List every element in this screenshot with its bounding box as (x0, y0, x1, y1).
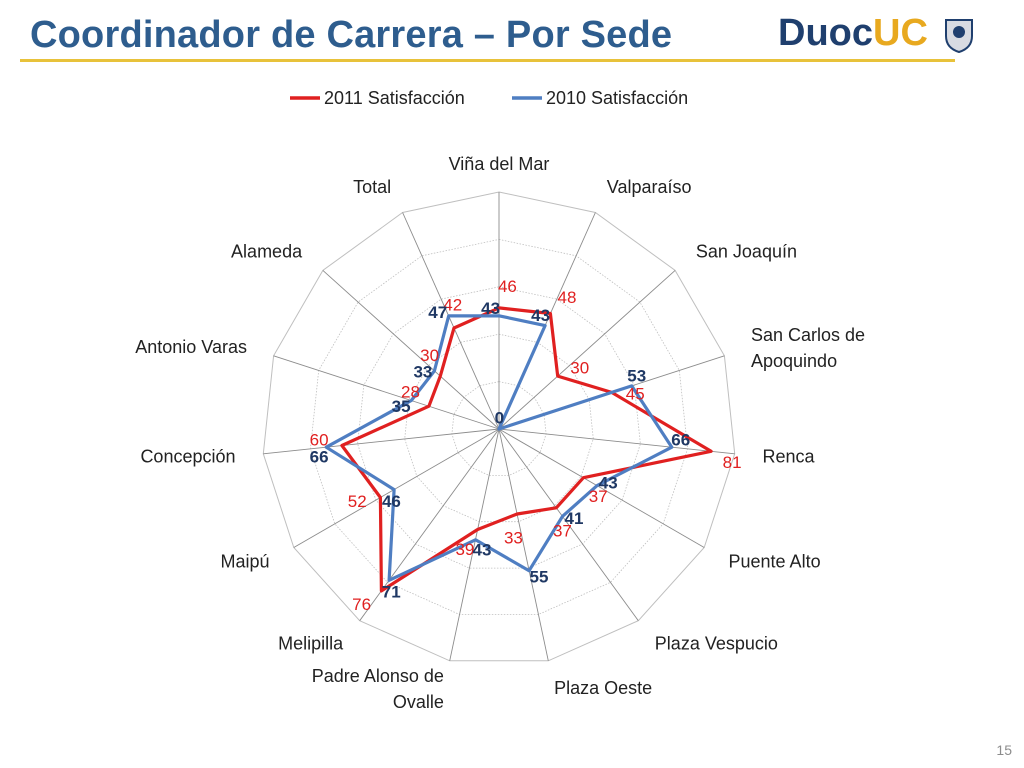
spoke-line (402, 212, 500, 430)
category-label: Melipilla (278, 633, 344, 653)
slide-title: Coordinador de Carrera – Por Sede (30, 14, 673, 56)
data-label-2011: 60 (310, 431, 329, 450)
data-label-2011: 76 (352, 595, 371, 614)
spoke-line (322, 270, 500, 430)
data-label-2011: 42 (443, 295, 462, 314)
category-label: Maipú (220, 552, 269, 572)
category-label: Padre Alonso de Ovalle (312, 666, 444, 712)
crest-icon (945, 19, 973, 54)
data-label-2011: 45 (626, 385, 645, 404)
category-label: Renca (763, 447, 816, 467)
category-label: Puente Alto (729, 552, 821, 572)
category-label: Valparaíso (607, 177, 692, 197)
grid-ring (262, 191, 736, 662)
data-label-2011: 30 (420, 346, 439, 365)
legend-label: 2010 Satisfacción (546, 88, 688, 108)
data-label-2010: 66 (671, 431, 690, 450)
spoke-line (498, 428, 549, 661)
data-label-2010: 53 (627, 366, 646, 385)
spoke-line (273, 355, 500, 430)
category-label: Total (353, 177, 391, 197)
spoke-line (498, 428, 639, 621)
data-label-2010: 0 (495, 408, 504, 427)
data-label-2010: 43 (531, 306, 550, 325)
spoke-line (293, 428, 500, 548)
data-label-2011: 28 (401, 382, 420, 401)
data-label-2011: 33 (504, 528, 523, 547)
category-label: San Carlos de Apoquindo (751, 325, 865, 371)
data-label-2010: 55 (530, 568, 549, 587)
category-label: Alameda (231, 242, 303, 262)
data-label-2010: 41 (565, 509, 584, 528)
data-label-2010: 47 (428, 303, 447, 322)
category-label: Antonio Varas (135, 337, 247, 357)
data-label-2010: 46 (382, 492, 401, 511)
data-label-2010: 66 (310, 447, 329, 466)
data-label-2011: 52 (348, 492, 367, 511)
legend-label: 2011 Satisfacción (324, 88, 465, 108)
logo-text-duoc: Duoc (778, 12, 873, 54)
grid-ring (451, 381, 547, 476)
spoke-line (498, 270, 676, 430)
category-label: Plaza Vespucio (655, 633, 778, 653)
title-underline (20, 59, 955, 62)
spoke-line (498, 428, 705, 548)
duocuc-logo: DuocUC (778, 12, 978, 62)
series-line-2010 (324, 314, 674, 582)
category-label: Concepción (140, 447, 235, 467)
grid-ring (357, 286, 641, 569)
data-label-2010: 43 (473, 540, 492, 559)
data-label-2010: 43 (599, 473, 618, 492)
spoke-line (263, 428, 500, 455)
data-label-2011: 37 (553, 522, 572, 541)
logo-text-uc: UC (873, 12, 928, 54)
data-label-2010: 71 (382, 583, 401, 602)
category-label: Plaza Oeste (554, 678, 652, 698)
grid-ring (404, 333, 594, 523)
data-label-2010: 33 (413, 363, 432, 382)
data-label-2010: 35 (392, 397, 411, 416)
spoke-line (498, 428, 735, 455)
data-label-2011: 37 (589, 487, 608, 506)
category-label: Viña del Mar (449, 154, 550, 174)
data-label-2010: 43 (481, 299, 500, 318)
data-label-2011: 48 (558, 288, 577, 307)
data-label-2011: 81 (723, 453, 742, 472)
data-label-2011: 39 (455, 540, 474, 559)
page-number: 15 (996, 742, 1012, 758)
data-label-2011: 30 (570, 359, 589, 378)
series-line-2011 (340, 306, 713, 593)
grid-ring (309, 238, 689, 615)
data-label-2011: 46 (498, 277, 517, 296)
spoke-line (449, 428, 500, 661)
category-label: San Joaquín (696, 242, 797, 262)
